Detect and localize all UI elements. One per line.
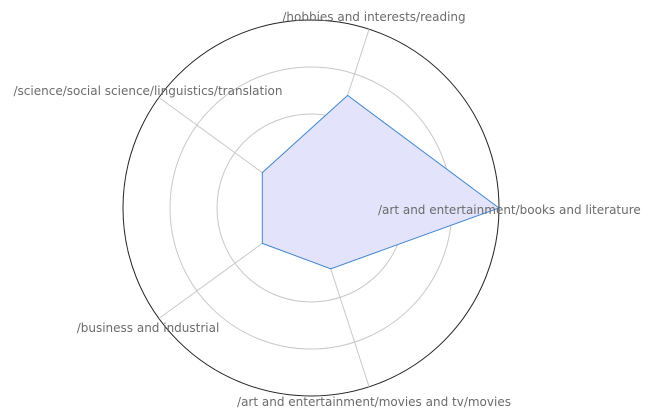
axis-label-books-and-literature: /art and entertainment/books and literat… <box>378 203 641 217</box>
axis-label-translation: /science/social science/linguistics/tran… <box>14 84 283 98</box>
radar-data <box>261 94 501 270</box>
radar-axis-labels: /art and entertainment/books and literat… <box>14 10 641 409</box>
series-polygon-1 <box>261 94 501 270</box>
axis-label-business-and-industrial: /business and industrial <box>77 321 220 335</box>
axis-label-movies: /art and entertainment/movies and tv/mov… <box>237 395 511 409</box>
axis-label-reading: /hobbies and interests/reading <box>282 10 465 24</box>
